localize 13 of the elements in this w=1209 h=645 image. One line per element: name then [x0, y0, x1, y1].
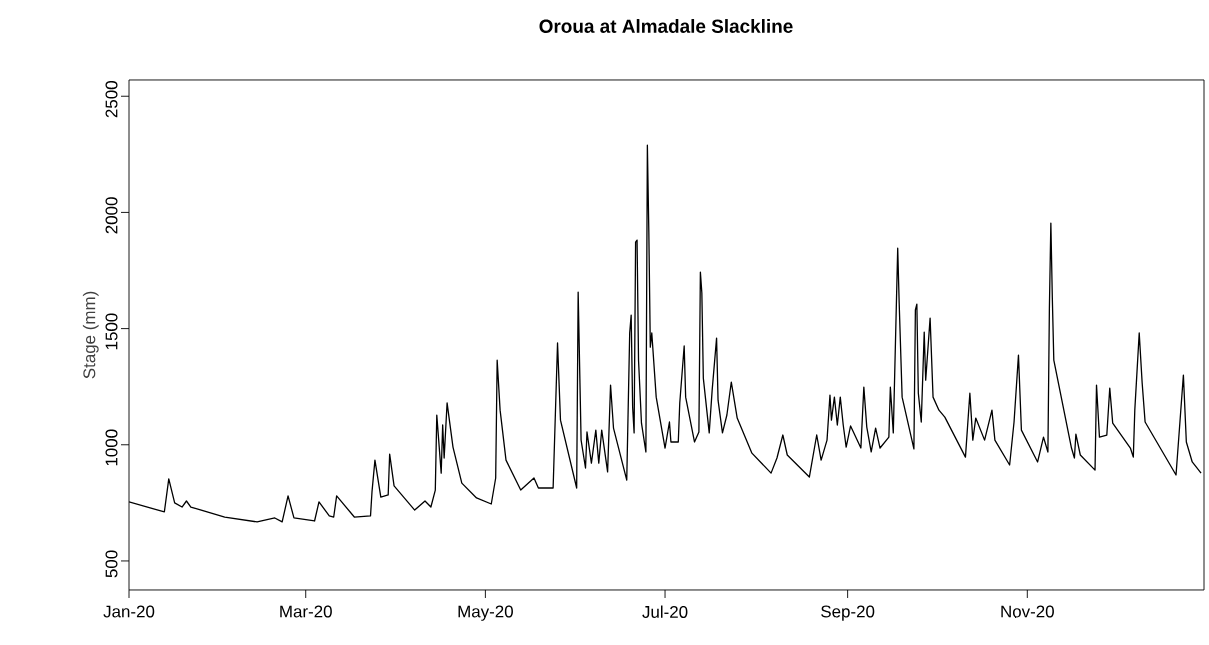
x-tick-label: Jan-20	[103, 605, 155, 618]
y-tick-label: 2500	[105, 81, 118, 118]
x-tick-label: Sep-20	[821, 605, 875, 621]
chart-title: Oroua at Almadale Slackline	[539, 19, 793, 33]
x-tick-label: May-20	[458, 605, 513, 621]
y-tick-label: 1000	[105, 429, 118, 466]
x-tick-label: Jul-20	[642, 605, 688, 618]
y-tick-label: 2000	[105, 197, 118, 234]
y-tick-label: 1500	[105, 313, 118, 350]
y-axis-title: Stage (mm)	[82, 291, 99, 379]
x-tick-label: Mar-20	[280, 605, 332, 618]
y-tick-label: 500	[105, 550, 118, 578]
x-tick-label: Nov-20	[1001, 605, 1054, 618]
